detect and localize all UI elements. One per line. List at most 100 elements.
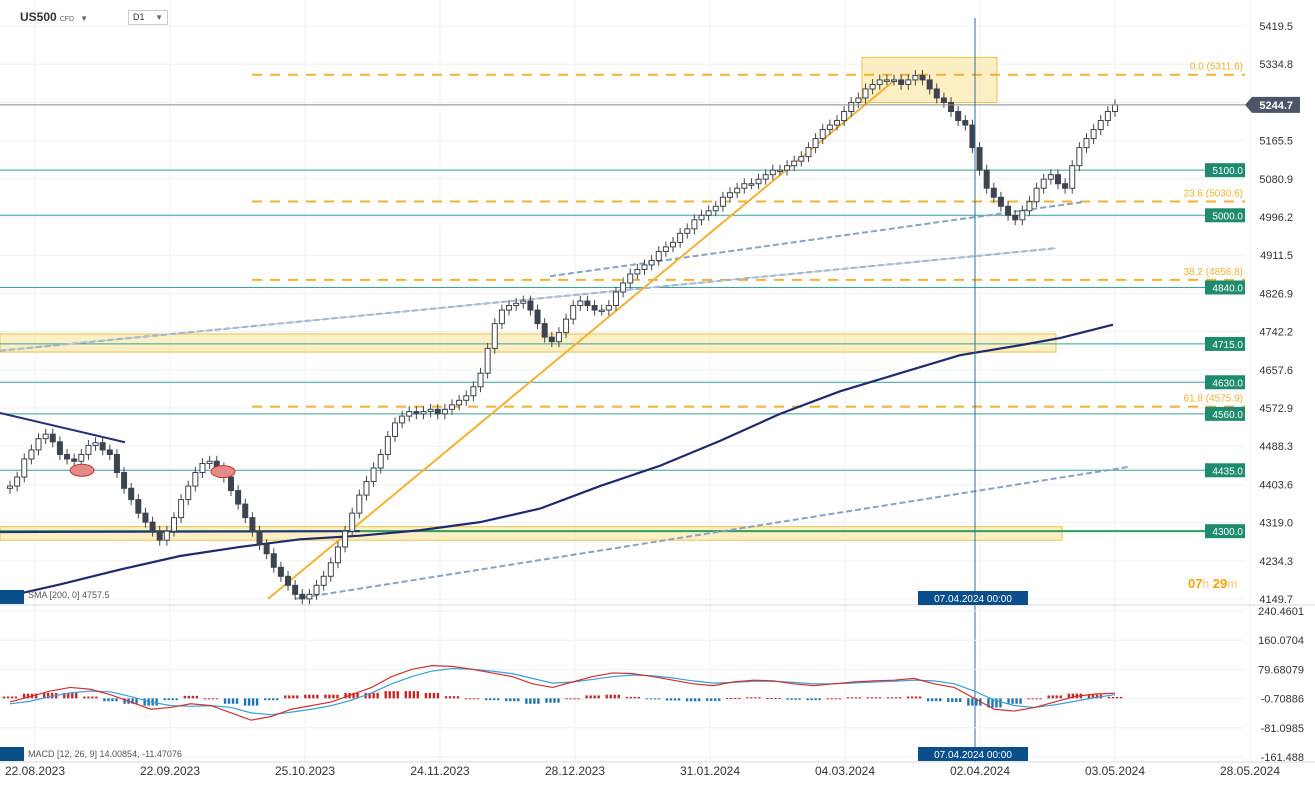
candle-body	[14, 476, 21, 487]
macd-histogram-bar	[131, 698, 134, 704]
x-axis-tick-label: 31.01.2024	[680, 764, 740, 778]
candle-body	[1090, 129, 1097, 140]
level-badge-label: 4630.0	[1212, 378, 1243, 389]
macd-histogram-bar	[223, 698, 227, 704]
x-axis-tick-label: 02.04.2024	[950, 764, 1010, 778]
macd-histogram-bar	[492, 698, 496, 701]
candle-body	[484, 347, 491, 374]
candle-body	[334, 546, 341, 564]
candle-body	[755, 178, 762, 185]
macd-histogram-bar	[464, 698, 468, 700]
level-badge-label: 4560.0	[1212, 410, 1243, 421]
y-axis-tick-label: 4319.0	[1259, 518, 1293, 530]
macd-histogram-bar	[814, 698, 817, 701]
candle-body	[391, 422, 398, 437]
macd-histogram-bar	[332, 694, 335, 699]
candle-body	[56, 441, 63, 455]
macd-histogram-bar	[726, 697, 729, 699]
macd-histogram-bar	[63, 692, 66, 699]
level-badge-label: 4300.0	[1212, 527, 1243, 538]
y-axis-tick-label: 4149.7	[1259, 594, 1293, 606]
x-axis-tick-label: 03.05.2024	[1085, 764, 1145, 778]
uptrend-line	[267, 79, 896, 600]
candle-body	[798, 156, 805, 162]
macd-histogram-bar	[858, 697, 862, 699]
macd-histogram-bar	[629, 696, 633, 699]
macd-histogram-bar	[376, 692, 379, 699]
macd-histogram-bar	[705, 698, 709, 701]
candle-body	[1097, 120, 1104, 131]
macd-histogram-bar	[384, 691, 387, 699]
macd-histogram-bar	[243, 698, 247, 706]
chevron-down-icon: ▼	[80, 14, 89, 23]
macd-histogram-bar	[231, 698, 235, 704]
timeframe-selector[interactable]: D1 ▼	[128, 10, 168, 25]
macd-histogram-bar	[195, 695, 199, 699]
macd-histogram-bar	[689, 698, 693, 702]
macd-y-tick-label: -81.0985	[1261, 723, 1304, 735]
candle-body	[113, 453, 120, 474]
level-badge	[1205, 163, 1245, 178]
macd-histogram-bar	[509, 698, 512, 702]
macd-histogram-bar	[468, 698, 472, 700]
macd-histogram-bar	[271, 698, 275, 701]
candle-body	[1076, 147, 1083, 167]
candle-body	[306, 593, 313, 600]
macd-histogram-bar	[1015, 698, 1018, 704]
macd-histogram-bar	[677, 698, 681, 701]
macd-histogram-bar	[653, 698, 657, 700]
macd-histogram-bar	[838, 698, 841, 700]
candle-body	[71, 458, 78, 462]
macd-histogram-bar	[312, 694, 315, 699]
candle-body	[955, 111, 962, 122]
level-badge	[1205, 336, 1245, 351]
macd-histogram-bar	[263, 698, 267, 701]
candle-body	[541, 323, 548, 338]
candle-body	[1112, 104, 1118, 113]
candle-body	[106, 449, 113, 455]
crosshair-date-tag	[918, 591, 1028, 605]
candle-body	[370, 467, 377, 483]
candle-body	[470, 386, 477, 397]
macd-histogram-bar	[549, 698, 552, 703]
instrument-type: CFD	[59, 16, 75, 23]
support-line-4300	[0, 530, 361, 534]
macd-histogram-bar	[790, 698, 793, 700]
macd-histogram-bar	[597, 695, 600, 699]
macd-histogram-bar	[2, 696, 6, 699]
candle-body	[206, 460, 213, 464]
macd-histogram-bar	[135, 698, 138, 704]
macd-histogram-bar	[251, 698, 255, 706]
sma-200-line	[0, 323, 1114, 600]
macd-histogram-bar	[396, 691, 399, 699]
macd-histogram-bar	[267, 698, 271, 701]
macd-histogram-bar	[798, 698, 801, 700]
level-badge	[1205, 208, 1245, 223]
candle-body	[670, 241, 676, 248]
candle-body	[292, 584, 299, 595]
macd-histogram-bar	[1031, 698, 1034, 700]
candle-body	[256, 530, 263, 546]
candle-body	[705, 210, 712, 216]
symbol-selector[interactable]: US500 CFD ▼	[20, 10, 88, 24]
candle-body	[477, 372, 484, 388]
candle-body	[7, 485, 13, 489]
macd-histogram-bar	[324, 694, 327, 699]
macd-histogram-bar	[1087, 694, 1091, 699]
symbol-name: US500	[20, 10, 57, 24]
macd-histogram-bar	[356, 692, 359, 699]
macd-histogram-bar	[625, 696, 629, 699]
candle-body	[655, 250, 662, 261]
macd-histogram-bar	[1091, 694, 1095, 699]
macd-histogram-bar	[609, 694, 612, 699]
y-axis-tick-label: 4657.6	[1259, 365, 1293, 377]
candle-body	[898, 79, 905, 85]
macd-histogram-bar	[46, 692, 50, 699]
candle-body	[513, 302, 520, 307]
macd-histogram-bar	[207, 698, 211, 700]
macd-y-tick-label: 79.68079	[1258, 664, 1304, 676]
macd-histogram-bar	[275, 698, 279, 701]
macd-histogram-bar	[1059, 695, 1062, 699]
macd-histogram-bar	[657, 698, 661, 700]
